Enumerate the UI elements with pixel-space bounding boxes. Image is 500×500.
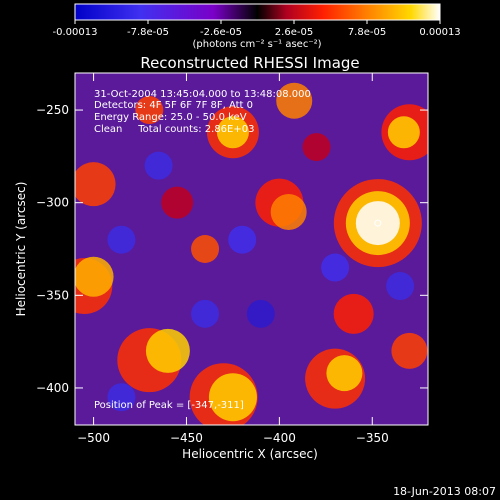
- colorbar-frame: [74, 3, 441, 21]
- peak-marker: [374, 219, 382, 227]
- chart-title: Reconstructed RHESSI Image: [140, 54, 359, 72]
- colorbar-tick-label: -7.8e-05: [127, 27, 169, 38]
- colorbar-ticks: -0.00013 -7.8e-05 -2.6e-05 2.6e-05 7.8e-05 0.…: [53, 20, 461, 38]
- colorbar-units: (photons cm⁻² s⁻¹ asec⁻²): [192, 39, 321, 50]
- y-tick-label: −250: [36, 103, 69, 117]
- x-axis-label: Heliocentric X (arcsec): [182, 447, 318, 461]
- peak-position-annotation: Position of Peak = [-347,-311]: [94, 400, 244, 411]
- detectors-annotation: Detectors: 4F 5F 6F 7F 8F, Att 0: [94, 100, 253, 111]
- colorbar: [75, 4, 440, 20]
- timestamp: 18-Jun-2013 08:07: [393, 485, 496, 498]
- method-counts-annotation: Clean Total counts: 2.86E+03: [94, 124, 254, 135]
- colorbar-tick-label: -2.6e-05: [200, 27, 242, 38]
- y-axis-label: Heliocentric Y (arcsec): [14, 182, 28, 317]
- plot-frame: [74, 72, 429, 426]
- x-tick-label: −350: [356, 431, 389, 445]
- y-axis: −250 −300 −350 −400: [36, 103, 428, 395]
- y-tick-label: −350: [36, 288, 69, 302]
- y-tick-label: −300: [36, 196, 69, 210]
- energy-range-annotation: Energy Range: 25.0 - 50.0 keV: [94, 112, 247, 123]
- heatmap-area: [75, 73, 428, 425]
- x-tick-label: −400: [263, 431, 296, 445]
- colorbar-tick-label: 2.6e-05: [275, 27, 313, 38]
- x-tick-label: −500: [77, 431, 110, 445]
- colorbar-tick-label: 7.8e-05: [348, 27, 386, 38]
- x-axis: −500 −450 −400 −350: [77, 73, 389, 445]
- colorbar-tick-label: -0.00013: [53, 27, 98, 38]
- y-tick-label: −400: [36, 381, 69, 395]
- time-range-annotation: 31-Oct-2004 13:45:04.000 to 13:48:08.000: [94, 89, 311, 100]
- colorbar-tick-label: 0.00013: [419, 27, 460, 38]
- x-tick-label: −450: [170, 431, 203, 445]
